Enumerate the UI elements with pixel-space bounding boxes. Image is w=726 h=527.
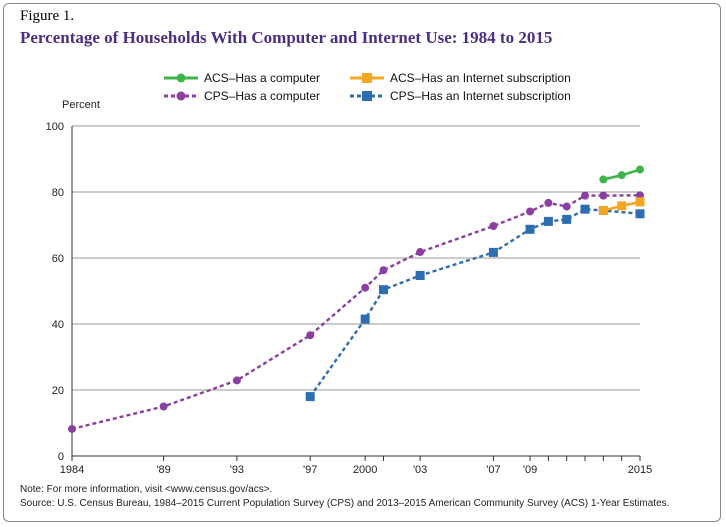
legend-label-0: ACS–Has a computer [204, 71, 320, 85]
axes: 0 20 40 60 80 100 1984 '89 '93 '97 2000 '03 '07 '09 20… [46, 121, 653, 476]
x-tick-label-2015: 2015 [628, 464, 652, 476]
legend-marker-0 [176, 73, 186, 83]
legend: ACS–Has a computer ACS–Has an Internet su… [164, 71, 571, 103]
x-tick-label-2009: '09 [523, 464, 537, 476]
series-2-point-0 [68, 424, 76, 433]
series-1-point-1 [617, 201, 627, 211]
series-3-point-1 [360, 314, 370, 324]
legend-label-1: ACS–Has an Internet subscription [390, 71, 571, 85]
series-2-point-4 [361, 283, 370, 292]
y-tick-label-40: 40 [52, 319, 64, 331]
x-tick-label-1989: '89 [156, 464, 170, 476]
series-2-point-11 [581, 191, 590, 200]
series-3-point-5 [525, 224, 535, 234]
legend-label-2: CPS–Has a computer [204, 89, 320, 103]
source-note: Source: U.S. Census Bureau, 1984–2015 Cu… [20, 498, 670, 509]
line-chart: 0 20 40 60 80 100 1984 '89 '93 '97 2000 '03 '07 '09 20… [46, 71, 653, 476]
x-tick-label-1997: '97 [303, 464, 317, 476]
series-group [68, 165, 645, 433]
series-3-point-6 [543, 216, 553, 226]
series-2-point-10 [562, 202, 571, 211]
x-tick-label-2000: 2000 [353, 464, 377, 476]
legend-marker-3 [362, 91, 372, 101]
x-tick-label-1993: '93 [230, 464, 244, 476]
legend-marker-1 [362, 73, 372, 83]
series-0-point-2 [636, 165, 644, 174]
series-3-point-2 [378, 285, 388, 295]
series-2-point-1 [159, 402, 168, 411]
x-tick-label-2007: '07 [486, 464, 500, 476]
series-line-2 [71, 194, 641, 431]
series-2-point-9 [544, 198, 553, 207]
series-2-point-6 [416, 248, 425, 257]
grid-lines [72, 125, 640, 391]
series-1-point-2 [635, 197, 645, 207]
series-0-point-1 [617, 171, 626, 180]
y-tick-label-100: 100 [46, 121, 64, 133]
series-2-point-13 [636, 191, 644, 200]
footnote: Note: For more information, visit <www.c… [20, 484, 273, 495]
series-2-point-2 [232, 376, 241, 385]
series-2-point-5 [379, 266, 388, 275]
y-tick-label-20: 20 [52, 385, 64, 397]
series-3-point-3 [415, 270, 425, 280]
series-line-3 [309, 207, 641, 398]
figure-frame [3, 3, 721, 522]
series-2-point-8 [526, 207, 535, 216]
figure-label: Figure 1. [20, 8, 75, 24]
series-2-point-3 [306, 331, 315, 340]
series-3-point-10 [635, 209, 645, 219]
y-tick-label-0: 0 [58, 451, 64, 463]
y-axis-label: Percent [62, 99, 100, 111]
y-tick-label-60: 60 [52, 253, 64, 265]
legend-marker-2 [176, 91, 186, 101]
series-3-point-0 [305, 392, 315, 402]
series-3-point-7 [562, 214, 572, 224]
x-tick-label-2003: '03 [413, 464, 427, 476]
chart-title: Percentage of Households With Computer a… [20, 28, 553, 47]
legend-label-3: CPS–Has an Internet subscription [390, 89, 571, 103]
series-2-point-12 [599, 191, 608, 200]
x-tick-label-1984: 1984 [60, 464, 84, 476]
series-0-point-0 [599, 175, 608, 184]
series-3-point-4 [488, 247, 498, 257]
series-1-point-0 [598, 205, 608, 215]
series-2-point-7 [489, 221, 498, 230]
series-3-point-8 [580, 204, 590, 214]
y-tick-label-80: 80 [52, 187, 64, 199]
